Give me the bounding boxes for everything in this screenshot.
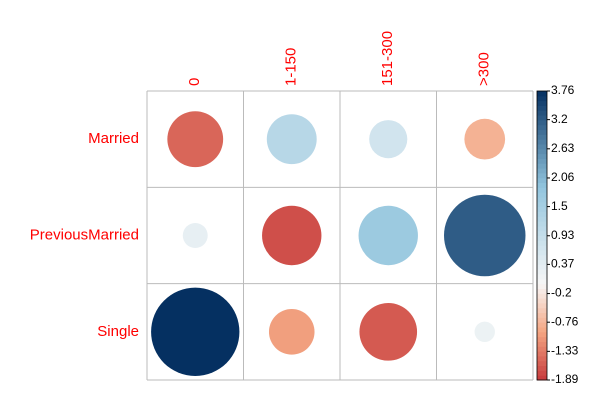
cell-circle bbox=[167, 111, 224, 168]
colorbar-segment bbox=[537, 91, 547, 97]
colorbar-segment bbox=[537, 134, 547, 140]
colorbar-segment bbox=[537, 206, 547, 212]
colorbar-segment bbox=[537, 298, 547, 304]
colorbar-tick-label: 3.2 bbox=[551, 112, 568, 126]
colorbar-segment bbox=[537, 235, 547, 241]
colorbar-segment bbox=[537, 148, 547, 155]
colorbar-segment bbox=[537, 211, 547, 217]
colorbar-segment bbox=[537, 264, 547, 270]
colorbar-tick-label: 3.76 bbox=[551, 83, 575, 97]
colorbar-tick-label: -0.2 bbox=[551, 286, 572, 300]
colorbar-segment bbox=[537, 283, 547, 289]
colorbar-tick-label: 1.5 bbox=[551, 199, 568, 213]
colorbar-segment bbox=[537, 288, 547, 294]
colorbar-segment bbox=[537, 216, 547, 222]
colorbar-segment bbox=[537, 274, 547, 280]
colorbar-segment bbox=[537, 331, 547, 338]
cell-circle bbox=[464, 118, 506, 160]
colorbar-tick-label: 2.63 bbox=[551, 141, 575, 155]
colorbar-tick-label: -1.33 bbox=[551, 344, 579, 358]
colorbar-segment bbox=[537, 249, 547, 256]
colorbar-segment bbox=[537, 221, 547, 227]
colorbar-segment bbox=[537, 129, 547, 135]
colorbar-segment bbox=[537, 293, 547, 299]
column-label: 0 bbox=[186, 78, 203, 86]
colorbar-tick-label: 2.06 bbox=[551, 170, 575, 184]
colorbar-segment bbox=[537, 225, 547, 232]
cell-circle bbox=[474, 321, 495, 343]
colorbar-segment bbox=[537, 365, 547, 371]
cell-circle bbox=[268, 309, 315, 355]
colorbar-segment bbox=[537, 196, 547, 203]
row-label: Single bbox=[97, 323, 139, 340]
colorbar-segment bbox=[537, 168, 547, 174]
colorbar-segment bbox=[537, 254, 547, 261]
column-label: 1-150 bbox=[283, 48, 300, 86]
colorbar-segment bbox=[537, 312, 547, 318]
column-label: 151-300 bbox=[379, 31, 396, 86]
colorbar-segment bbox=[537, 317, 547, 323]
colorbar-tick-label: -0.76 bbox=[551, 314, 579, 328]
colorbar-segment bbox=[537, 307, 547, 314]
column-label: >300 bbox=[476, 52, 493, 86]
colorbar-segment bbox=[537, 327, 547, 333]
colorbar-segment bbox=[537, 351, 547, 357]
colorbar-segment bbox=[537, 302, 547, 309]
colorbar-segment bbox=[537, 182, 547, 188]
cell-circle bbox=[182, 223, 208, 248]
cell-circle bbox=[262, 205, 322, 266]
cell-circle bbox=[151, 287, 240, 377]
colorbar-tick-label: 0.37 bbox=[551, 257, 575, 271]
colorbar-segment bbox=[537, 105, 547, 111]
row-label: Married bbox=[88, 130, 139, 147]
colorbar-segment bbox=[537, 187, 547, 193]
cell-circle bbox=[266, 114, 317, 165]
colorbar-segment bbox=[537, 201, 547, 208]
colorbar-segment bbox=[537, 192, 547, 198]
cell-circle bbox=[359, 303, 418, 361]
colorbar-segment bbox=[537, 172, 547, 179]
colorbar-segment bbox=[537, 230, 547, 236]
colorbar-segment bbox=[537, 245, 547, 251]
colorbar-segment bbox=[537, 139, 547, 145]
cell-circle bbox=[444, 194, 526, 277]
colorbar-segment bbox=[537, 322, 547, 328]
colorbar-tick-label: 0.93 bbox=[551, 228, 575, 242]
cell-circle bbox=[358, 205, 418, 266]
colorbar-segment bbox=[537, 259, 547, 265]
colorbar-tick-label: -1.89 bbox=[551, 372, 579, 386]
colorbar-segment bbox=[537, 346, 547, 352]
colorbar-segment bbox=[537, 124, 547, 131]
colorbar-segment bbox=[537, 278, 547, 285]
colorbar-segment bbox=[537, 336, 547, 342]
colorbar-segment bbox=[537, 143, 547, 150]
colorbar-segment bbox=[537, 115, 547, 121]
row-label: PreviousMarried bbox=[30, 226, 139, 243]
colorbar-segment bbox=[537, 269, 547, 275]
colorbar-segment bbox=[537, 355, 547, 362]
colorbar-segment bbox=[537, 163, 547, 169]
colorbar-segment bbox=[537, 375, 547, 381]
colorbar-segment bbox=[537, 95, 547, 102]
colorbar-segment bbox=[537, 110, 547, 116]
colorbar-segment bbox=[537, 100, 547, 106]
colorbar-segment bbox=[537, 360, 547, 367]
colorbar-segment bbox=[537, 341, 547, 347]
colorbar-segment bbox=[537, 370, 547, 376]
colorbar-segment bbox=[537, 158, 547, 164]
cell-circle bbox=[369, 120, 408, 159]
colorbar-segment bbox=[537, 119, 547, 126]
colorbar-segment bbox=[537, 177, 547, 184]
colorbar-segment bbox=[537, 153, 547, 159]
colorbar-segment bbox=[537, 240, 547, 246]
